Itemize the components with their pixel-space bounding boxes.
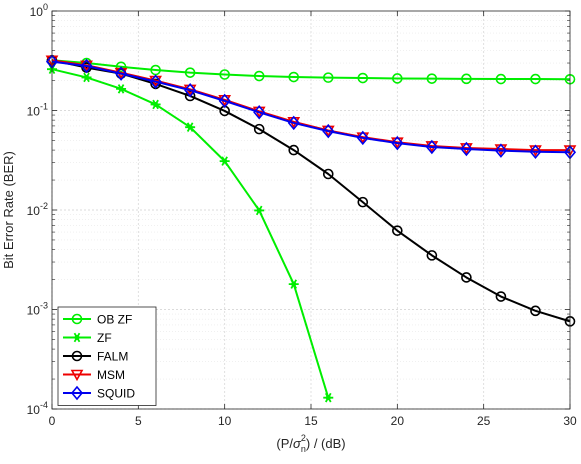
x-tick-label: 10: [218, 414, 232, 428]
series-line: [51, 59, 571, 323]
legend-label: SQUID: [97, 387, 135, 401]
data-point-core: [118, 86, 124, 92]
data-point: [357, 72, 369, 84]
data-point: [460, 141, 473, 157]
y-tick-label: 100: [30, 2, 48, 19]
legend-label: ZF: [97, 331, 112, 345]
data-point-core: [187, 124, 193, 130]
legend: OB ZF ZF FALM MSM SQUID: [57, 306, 157, 406]
data-point: [287, 115, 300, 131]
legend-marker-core: [74, 335, 80, 340]
data-point: [322, 123, 335, 139]
data-point: [494, 143, 507, 158]
data-point: [530, 73, 541, 85]
data-point: [322, 72, 334, 83]
data-point: [426, 73, 438, 84]
legend-item: MSM: [63, 368, 125, 382]
legend-marker: [71, 313, 83, 325]
data-point: [288, 144, 300, 156]
data-point: [461, 73, 472, 85]
data-point: [425, 139, 438, 155]
x-tick-label: 30: [563, 414, 577, 428]
legend-item: FALM: [63, 350, 128, 364]
data-point: [495, 73, 507, 85]
legend-label: MSM: [97, 368, 125, 382]
data-point: [392, 225, 403, 236]
y-axis-label: Bit Error Rate (BER): [1, 151, 16, 269]
data-point: [80, 58, 93, 74]
data-point: [288, 71, 300, 83]
x-axis-label: (P/σ2 n) / (dB): [276, 433, 345, 454]
data-point: [149, 74, 162, 89]
legend-label: FALM: [97, 350, 128, 364]
series-line: [51, 60, 571, 154]
series-squid: [45, 54, 577, 160]
data-point-core: [325, 395, 331, 401]
data-point: [115, 61, 127, 73]
legend-label: OB ZF: [97, 313, 132, 327]
series-ob-zf: [46, 54, 576, 85]
data-point-core: [153, 101, 159, 107]
data-point-core: [222, 158, 228, 164]
y-tick-label: 10-2: [27, 201, 48, 218]
data-point: [322, 168, 334, 180]
legend-marker: [71, 350, 83, 362]
data-point: [115, 66, 128, 81]
data-point: [184, 67, 196, 78]
data-point: [392, 73, 403, 84]
legend-item: SQUID: [63, 385, 135, 401]
y-tick-label: 10-3: [27, 301, 48, 318]
data-point: [184, 90, 196, 102]
x-tick-label: 0: [49, 414, 56, 428]
series-line: [51, 59, 571, 81]
x-tick-label: 15: [304, 414, 318, 428]
data-point: [529, 144, 542, 159]
axis-ticks: 0 5 10 15 20 25 30 100 10-1 10-2 10-3 10-4: [27, 2, 577, 428]
data-point: [219, 69, 230, 80]
y-tick-label: 10-4: [27, 400, 48, 417]
data-point: [253, 123, 265, 135]
data-point: [253, 105, 266, 120]
data-point: [391, 135, 404, 151]
x-tick-label: 25: [477, 414, 491, 428]
legend-marker: [70, 369, 84, 382]
x-tick-label: 20: [391, 414, 405, 428]
x-tick-label: 5: [135, 414, 142, 428]
legend-item: ZF: [63, 331, 112, 345]
data-point: [253, 70, 265, 82]
data-point: [184, 82, 197, 98]
data-point-core: [84, 74, 90, 80]
data-point: [357, 196, 369, 208]
data-point: [218, 93, 231, 109]
data-point: [356, 130, 369, 146]
data-point: [530, 305, 541, 317]
data-point-core: [256, 207, 262, 213]
data-point-core: [291, 281, 297, 287]
legend-marker: [70, 385, 84, 401]
data-point: [461, 272, 472, 283]
data-point: [495, 291, 507, 302]
series-layer: [45, 54, 577, 403]
data-point: [426, 250, 438, 261]
legend-item: OB ZF: [63, 313, 132, 327]
y-tick-label: 10-1: [27, 102, 48, 119]
